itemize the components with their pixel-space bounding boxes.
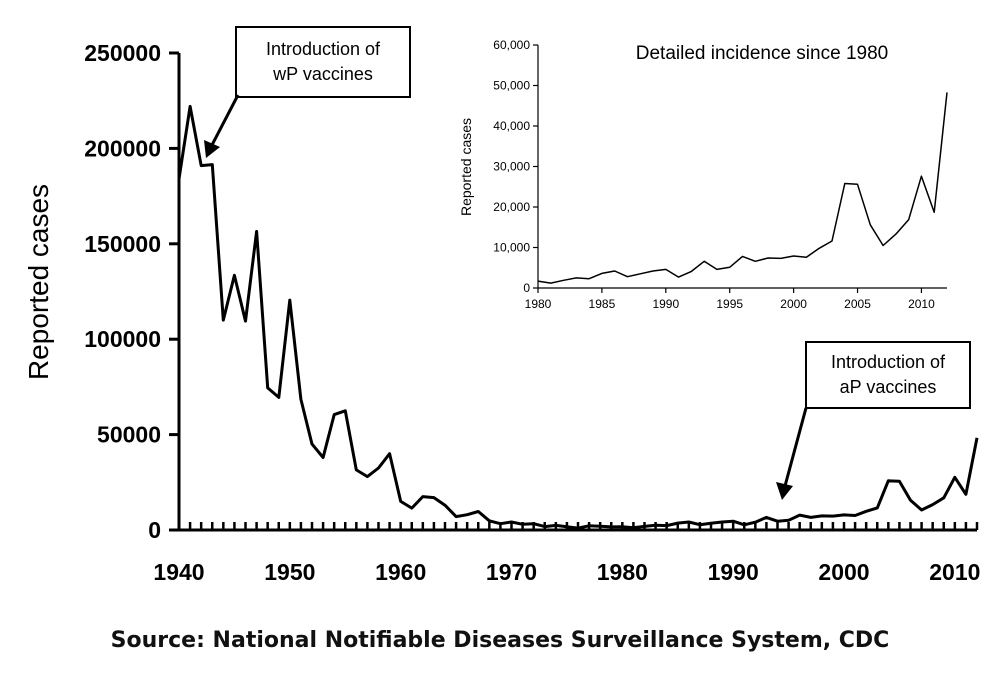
main-x-axis: 1940 1950 1960 1970 1980 1990 2000 2010 <box>153 522 980 585</box>
inset-x-tick-label: 2000 <box>780 297 807 311</box>
annotation-ap-box <box>805 341 971 409</box>
main-x-tick-label: 1940 <box>153 559 204 585</box>
main-x-tick-label: 2000 <box>818 559 869 585</box>
annotation-ap-arrowhead <box>776 482 793 500</box>
main-y-tick-label: 0 <box>148 517 161 543</box>
annotation-wp-arrow <box>210 94 240 146</box>
annotation-wp-text-line2: wP vaccines <box>272 64 373 84</box>
inset-x-tick-label: 1990 <box>652 297 679 311</box>
inset-y-axis: 0 10,000 20,000 30,000 40,000 50,000 60,000 <box>493 38 539 295</box>
main-y-tick-label: 100000 <box>84 326 161 352</box>
inset-y-axis-label: Reported cases <box>458 118 474 216</box>
inset-x-tick-label: 2005 <box>844 297 871 311</box>
main-y-axis: 0 50000 100000 150000 200000 250000 <box>84 40 181 543</box>
main-series-line <box>177 104 979 530</box>
inset-x-axis: 1980 1985 1990 1995 2000 2005 2010 <box>525 287 947 311</box>
annotation-ap-text-line2: aP vaccines <box>840 377 937 397</box>
main-x-tick-label: 1950 <box>264 559 315 585</box>
annotation-ap: Introduction of aP vaccines <box>776 341 971 500</box>
inset-y-tick-label: 20,000 <box>493 200 530 214</box>
inset-chart: Detailed incidence since 1980 0 10,000 20,… <box>458 36 990 326</box>
annotation-wp-box <box>235 26 411 98</box>
annotation-ap-arrow <box>783 407 808 487</box>
inset-x-tick-label: 2010 <box>908 297 935 311</box>
main-y-axis-label: Reported cases <box>23 184 54 380</box>
annotation-ap-text-line1: Introduction of <box>831 352 946 372</box>
main-y-tick-label: 150000 <box>84 231 161 257</box>
inset-y-tick-label: 10,000 <box>493 241 530 255</box>
inset-series-line <box>537 92 948 284</box>
main-y-tick-label: 50000 <box>97 422 161 448</box>
main-x-tick-label: 2010 <box>929 559 980 585</box>
inset-y-tick-label: 50,000 <box>493 79 530 93</box>
main-x-tick-label: 1990 <box>708 559 759 585</box>
main-y-tick-label: 250000 <box>84 40 161 66</box>
inset-x-tick-label: 1980 <box>525 297 552 311</box>
inset-y-tick-label: 60,000 <box>493 38 530 52</box>
main-x-tick-label: 1960 <box>375 559 426 585</box>
source-note: Source: National Notifiable Diseases Sur… <box>110 628 890 653</box>
inset-y-tick-label: 30,000 <box>493 160 530 174</box>
inset-y-tick-label: 40,000 <box>493 119 530 133</box>
inset-y-tick-label: 0 <box>523 281 530 295</box>
main-x-tick-label: 1970 <box>486 559 537 585</box>
annotation-wp-arrowhead <box>204 140 220 158</box>
inset-background <box>470 36 990 326</box>
inset-title: Detailed incidence since 1980 <box>636 43 888 64</box>
inset-x-tick-label: 1995 <box>716 297 743 311</box>
annotation-wp: Introduction of wP vaccines <box>204 26 411 158</box>
annotation-wp-text-line1: Introduction of <box>266 39 381 59</box>
main-x-tick-label: 1980 <box>597 559 648 585</box>
inset-x-tick-label: 1985 <box>589 297 616 311</box>
main-y-tick-label: 200000 <box>84 135 161 161</box>
